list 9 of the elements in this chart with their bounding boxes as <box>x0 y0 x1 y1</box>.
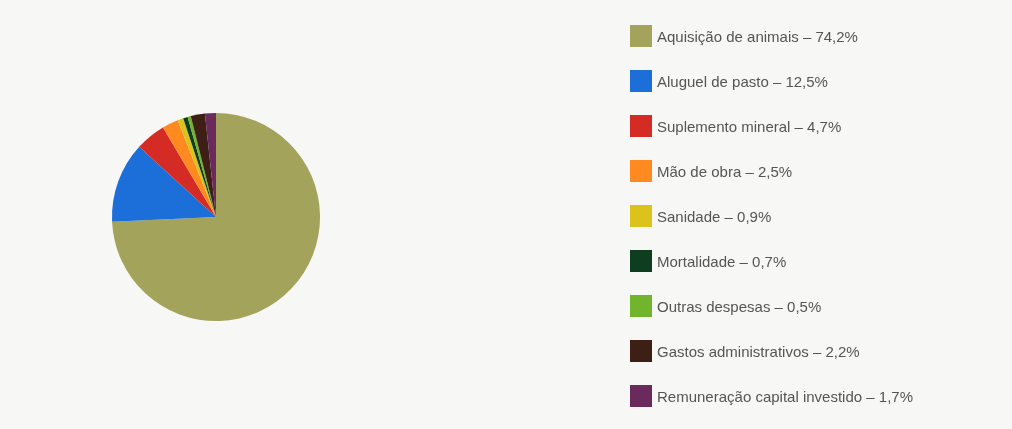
legend-label: Mortalidade – 0,7% <box>657 252 787 270</box>
legend-label: Gastos administrativos – 2,2% <box>657 342 860 360</box>
legend-label: Suplemento mineral – 4,7% <box>657 117 842 135</box>
legend-label: Mão de obra – 2,5% <box>657 162 793 180</box>
legend-label: Aluguel de pasto – 12,5% <box>657 72 828 90</box>
legend-label: Aquisição de animais – 74,2% <box>657 27 858 45</box>
legend-label: Sanidade – 0,9% <box>657 207 772 225</box>
legend-label: Remuneração capital investido – 1,7% <box>657 387 913 405</box>
legend-label: Outras despesas – 0,5% <box>657 297 822 315</box>
